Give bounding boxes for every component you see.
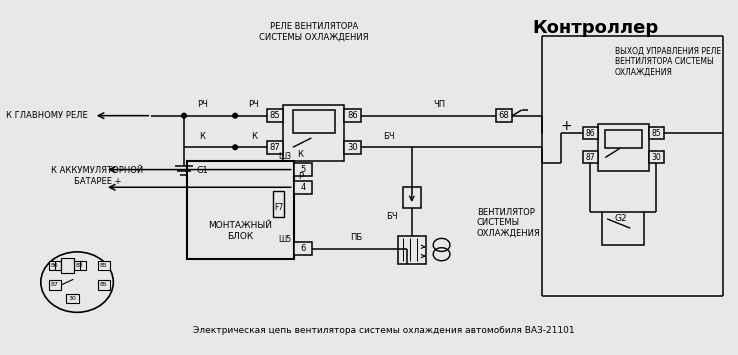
Ellipse shape: [41, 252, 114, 312]
Bar: [649, 151, 663, 163]
Text: 4: 4: [300, 183, 306, 192]
Bar: [266, 109, 283, 122]
Bar: [602, 212, 644, 245]
Bar: [266, 141, 283, 154]
Text: ВЕНТИЛЯТОР
СИСТЕМЫ
ОХЛАЖДЕНИЯ: ВЕНТИЛЯТОР СИСТЕМЫ ОХЛАЖДЕНИЯ: [477, 208, 541, 237]
Text: Ш3: Ш3: [279, 152, 292, 161]
Text: Контроллер: Контроллер: [533, 19, 659, 37]
Text: РЧ: РЧ: [197, 100, 208, 109]
Bar: [187, 161, 294, 259]
Text: ЧП: ЧП: [434, 100, 446, 109]
Text: Р: Р: [297, 172, 303, 181]
Text: Электрическая цепь вентилятора системы охлаждения автомобиля ВАЗ-21101: Электрическая цепь вентилятора системы о…: [193, 326, 575, 335]
Bar: [583, 127, 598, 139]
Bar: [75, 261, 86, 270]
Text: 87: 87: [585, 153, 595, 162]
Bar: [344, 141, 361, 154]
Text: 85: 85: [270, 111, 280, 120]
Text: 86: 86: [585, 129, 595, 138]
Text: 85: 85: [99, 282, 107, 288]
Text: ВЫХОД УПРАВЛЕНИЯ РЕЛЕ
ВЕНТИЛЯТОРА СИСТЕМЫ
ОХЛАЖДЕНИЯ: ВЫХОД УПРАВЛЕНИЯ РЕЛЕ ВЕНТИЛЯТОРА СИСТЕМ…: [615, 47, 721, 77]
Bar: [273, 191, 284, 217]
Text: БЧ: БЧ: [383, 132, 394, 141]
Text: 82: 82: [76, 263, 84, 268]
Text: ПБ: ПБ: [350, 233, 362, 242]
Bar: [598, 124, 649, 170]
Text: 5: 5: [300, 165, 306, 174]
Bar: [293, 110, 334, 133]
Text: 30: 30: [69, 296, 76, 301]
Bar: [649, 127, 663, 139]
Bar: [97, 261, 110, 270]
Text: 30: 30: [347, 143, 358, 152]
Text: G1: G1: [196, 166, 208, 175]
Bar: [605, 130, 641, 148]
Text: 85: 85: [99, 263, 107, 268]
Bar: [495, 109, 512, 122]
Bar: [283, 105, 344, 161]
Text: МОНТАЖНЫЙ
БЛОК: МОНТАЖНЫЙ БЛОК: [208, 221, 272, 241]
Text: F7: F7: [275, 203, 283, 212]
Bar: [344, 109, 361, 122]
Text: К: К: [199, 132, 206, 141]
Text: К АККУМУЛЯТОРНОЙ
БАТАРЕЕ +: К АККУМУЛЯТОРНОЙ БАТАРЕЕ +: [52, 166, 144, 186]
Text: 86: 86: [347, 111, 358, 120]
Circle shape: [232, 113, 238, 118]
Text: 30: 30: [652, 153, 661, 162]
Bar: [294, 181, 312, 194]
Bar: [49, 261, 61, 270]
Bar: [294, 163, 312, 176]
Text: БЧ: БЧ: [386, 212, 398, 222]
Text: +: +: [561, 119, 572, 133]
Text: G2: G2: [615, 214, 627, 223]
Text: 68: 68: [498, 111, 509, 120]
Bar: [97, 280, 110, 290]
Text: 87: 87: [270, 143, 280, 152]
Bar: [66, 294, 79, 304]
Bar: [294, 242, 312, 255]
Bar: [402, 187, 421, 208]
Text: РЕЛЕ ВЕНТИЛЯТОРА
СИСТЕМЫ ОХЛАЖДЕНИЯ: РЕЛЕ ВЕНТИЛЯТОРА СИСТЕМЫ ОХЛАЖДЕНИЯ: [259, 22, 369, 41]
Circle shape: [232, 145, 238, 149]
Bar: [398, 236, 426, 263]
Text: РЧ: РЧ: [248, 100, 259, 109]
Circle shape: [182, 113, 186, 118]
Bar: [49, 280, 61, 290]
Text: 6: 6: [300, 244, 306, 253]
Text: 85: 85: [652, 129, 661, 138]
Text: 87: 87: [51, 282, 59, 288]
Text: К: К: [251, 132, 257, 141]
Text: К ГЛАВНОМУ РЕЛЕ: К ГЛАВНОМУ РЕЛЕ: [7, 111, 89, 120]
Bar: [61, 258, 75, 273]
Text: Ш5: Ш5: [279, 235, 292, 244]
Bar: [583, 151, 598, 163]
Text: К: К: [297, 151, 303, 159]
Text: 86: 86: [51, 263, 58, 268]
